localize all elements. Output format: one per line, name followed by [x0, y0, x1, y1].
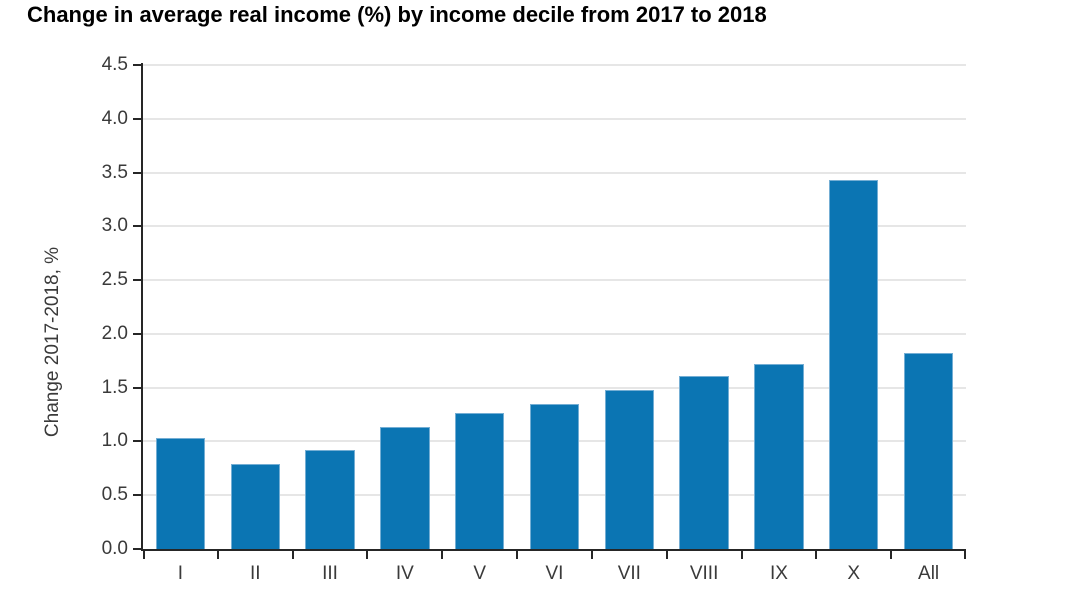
y-tick-label: 3.0 [101, 215, 128, 237]
y-tick [133, 171, 141, 174]
gridline [143, 64, 966, 66]
x-tick-label: V [473, 563, 487, 584]
x-tick-label: III [322, 563, 338, 584]
y-tick-label: 1.0 [101, 430, 128, 452]
x-tick [441, 551, 444, 559]
y-tick-label: 0.5 [101, 484, 128, 506]
gridline [143, 171, 966, 174]
x-tick [890, 551, 893, 559]
bar-X [829, 180, 879, 549]
y-tick-label: 2.5 [101, 269, 128, 291]
x-tick-label: VIII [689, 563, 719, 584]
y-tick-label: 1.5 [101, 376, 128, 398]
x-tick [740, 551, 743, 559]
bar-I [155, 438, 206, 549]
bar-V [454, 413, 505, 549]
y-tick [133, 225, 141, 228]
x-tick [216, 551, 219, 559]
bar-IV [380, 427, 430, 549]
x-tick [815, 551, 818, 559]
y-tick-label: 2.0 [101, 322, 128, 344]
y-tick-label: 0.0 [101, 538, 128, 559]
gridline [143, 386, 966, 389]
bar-VI [529, 403, 580, 549]
x-tick-label: All [918, 563, 940, 584]
y-tick-label: 3.5 [101, 161, 128, 183]
y-axis-line [141, 63, 143, 551]
gridline [143, 332, 966, 335]
y-tick [133, 332, 141, 335]
y-tick-label: 4.5 [101, 54, 128, 75]
y-tick [133, 494, 141, 497]
gridline [143, 117, 966, 120]
y-tick [133, 279, 141, 282]
chart-title: Change in average real income (%) by inc… [27, 2, 767, 27]
plot-area: 0.0 0.5 1.0 1.5 2.0 2.5 3.0 3.5 4.0 4.5 I II III IV V… [102, 55, 966, 584]
x-tick-label: VI [545, 563, 564, 584]
y-tick [133, 117, 141, 120]
bar-VII [604, 389, 654, 549]
x-tick-label: I [177, 563, 184, 584]
x-tick-label: VII [617, 563, 641, 584]
x-tick [366, 551, 369, 559]
y-tick [133, 64, 141, 66]
y-tick [133, 440, 141, 443]
x-tick [516, 551, 519, 559]
x-tick [143, 551, 145, 559]
x-tick [964, 551, 966, 559]
bar-II [230, 464, 280, 549]
x-axis-line [141, 549, 966, 551]
x-tick-label: X [847, 563, 861, 584]
x-tick [665, 551, 668, 559]
x-tick-label: IV [395, 563, 414, 584]
y-tick-label: 4.0 [101, 107, 128, 129]
gridline [143, 279, 966, 282]
bar-VIII [679, 375, 729, 549]
y-axis-label: Change 2017-2018, % [42, 246, 63, 438]
x-tick [291, 551, 294, 559]
bar-III [305, 450, 355, 549]
gridline [143, 225, 966, 228]
y-tick [133, 386, 141, 389]
bar-IX [754, 364, 804, 549]
bar-All [903, 353, 954, 549]
x-tick-label: II [249, 563, 261, 584]
y-tick [133, 548, 141, 550]
x-tick [590, 551, 593, 559]
x-tick-label: IX [769, 563, 788, 584]
